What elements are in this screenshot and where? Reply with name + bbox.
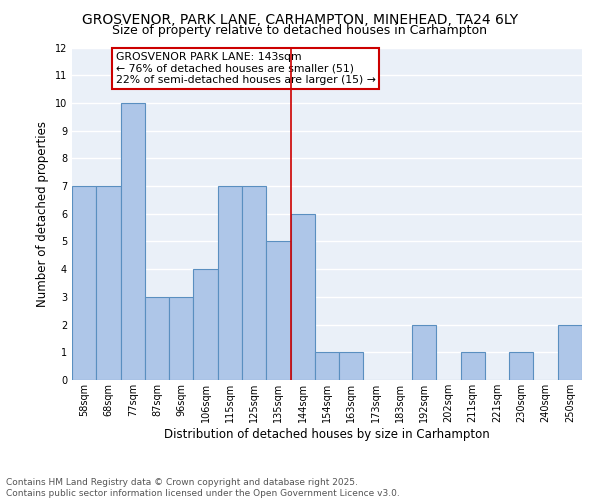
Bar (169, 297, 193, 380)
Bar (242, 186, 266, 380)
Bar (145, 297, 169, 380)
Text: Contains HM Land Registry data © Crown copyright and database right 2025.
Contai: Contains HM Land Registry data © Crown c… (6, 478, 400, 498)
Bar (558, 324, 582, 380)
Text: Size of property relative to detached houses in Carhampton: Size of property relative to detached ho… (113, 24, 487, 37)
Bar (72, 186, 96, 380)
Bar (266, 242, 290, 380)
Bar (218, 186, 242, 380)
Bar (193, 269, 218, 380)
Bar (509, 352, 533, 380)
Text: GROSVENOR PARK LANE: 143sqm
← 76% of detached houses are smaller (51)
22% of sem: GROSVENOR PARK LANE: 143sqm ← 76% of det… (116, 52, 376, 85)
Bar (121, 103, 145, 380)
Y-axis label: Number of detached properties: Number of detached properties (36, 120, 49, 306)
Bar (412, 324, 436, 380)
Bar (315, 352, 339, 380)
Text: GROSVENOR, PARK LANE, CARHAMPTON, MINEHEAD, TA24 6LY: GROSVENOR, PARK LANE, CARHAMPTON, MINEHE… (82, 12, 518, 26)
Bar (290, 214, 315, 380)
Bar (96, 186, 121, 380)
Bar (339, 352, 364, 380)
Bar (461, 352, 485, 380)
X-axis label: Distribution of detached houses by size in Carhampton: Distribution of detached houses by size … (164, 428, 490, 440)
